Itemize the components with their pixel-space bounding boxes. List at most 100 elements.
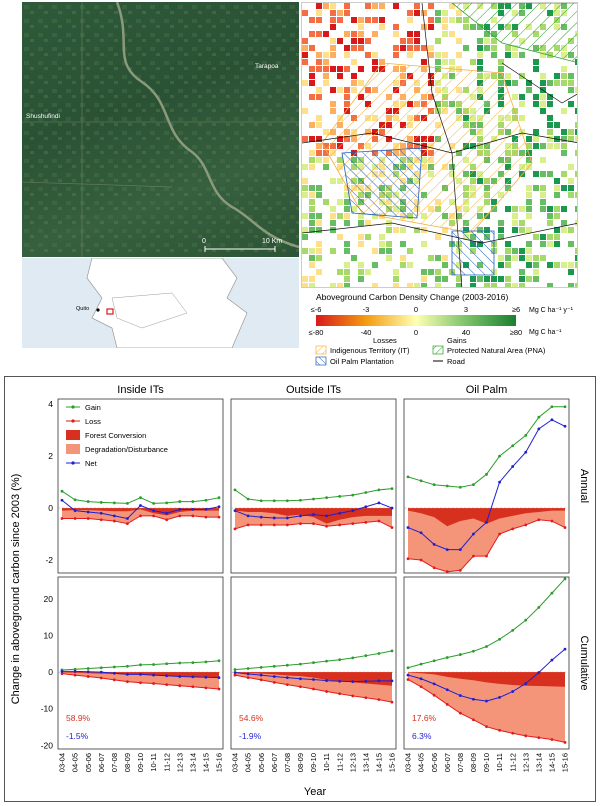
gain-point — [272, 499, 276, 503]
carbon-pixel — [365, 52, 371, 58]
carbon-pixel — [421, 276, 427, 282]
x-tick-label: 11-12 — [508, 753, 517, 772]
loss-point — [498, 532, 501, 536]
carbon-pixel — [337, 73, 343, 79]
carbon-pixel — [519, 248, 525, 254]
carbon-pixel — [323, 157, 329, 163]
carbon-pixel — [554, 122, 560, 128]
carbon-pixel — [414, 31, 420, 37]
carbon-pixel — [442, 10, 448, 16]
forest-conversion-area — [408, 508, 565, 527]
carbon-pixel — [365, 269, 371, 275]
carbon-pixel — [554, 143, 560, 149]
carbon-pixel — [533, 262, 539, 268]
carbon-pixel — [435, 276, 441, 282]
carbon-pixel — [533, 269, 539, 275]
x-tick-label: 12-13 — [521, 753, 530, 772]
carbon-pixel — [358, 213, 364, 219]
oil-palm-area-2 — [451, 230, 495, 276]
carbon-pixel — [547, 143, 553, 149]
net-point — [338, 511, 342, 515]
carbon-pixel — [533, 101, 539, 107]
carbon-pixel — [309, 164, 315, 170]
carbon-pixel — [330, 248, 336, 254]
x-tick-label: 15-16 — [561, 753, 570, 772]
carbon-pixel — [421, 269, 427, 275]
x-tick-label: 13-14 — [361, 753, 370, 772]
rate-unit: Mg C ha⁻¹ y⁻¹ — [529, 307, 574, 314]
carbon-pixel — [512, 206, 518, 212]
net-point — [445, 688, 449, 692]
gain-point — [86, 500, 90, 503]
carbon-pixel — [316, 220, 322, 226]
panel-cumulative-1: 54.6% -1.9% — [230, 576, 397, 750]
carbon-pixel — [519, 283, 525, 287]
carbon-pixel — [309, 262, 315, 268]
carbon-pixel — [351, 59, 357, 65]
carbon-pixel — [561, 150, 567, 156]
net-point — [299, 677, 302, 681]
carbon-pixel — [575, 255, 577, 261]
carbon-pixel — [533, 66, 539, 72]
x-tick-label: 11-12 — [162, 753, 171, 772]
carbon-pixel — [526, 199, 532, 205]
y-tick-label: -20 — [41, 740, 54, 750]
gain-point — [550, 405, 554, 409]
row-title: Cumulative — [578, 635, 590, 690]
carbon-pixel — [526, 262, 532, 268]
gain-point — [99, 500, 103, 504]
gain-point — [178, 661, 182, 665]
net-point — [126, 517, 129, 520]
carbon-pixel — [519, 276, 525, 282]
carbon-pixel — [435, 269, 441, 275]
net-point — [351, 509, 355, 513]
net-point — [246, 514, 250, 518]
net-point — [191, 675, 195, 679]
carbon-change-map — [301, 2, 578, 288]
carbon-pixel — [568, 227, 574, 233]
net-point — [73, 670, 77, 673]
carbon-pixel — [568, 283, 574, 287]
carbon-pixel — [407, 262, 413, 268]
loss-point — [537, 518, 541, 522]
carbon-pixel — [498, 59, 504, 65]
carbon-pixel — [428, 52, 434, 58]
gain-point — [458, 653, 462, 656]
gain-point — [285, 499, 289, 503]
carbon-pixel — [554, 206, 560, 212]
net-point — [524, 450, 528, 454]
gain-point — [445, 656, 449, 659]
loss-point — [191, 685, 195, 689]
carbon-pixel — [344, 66, 350, 72]
carbon-pixel — [316, 213, 322, 219]
total-tick-label: ≥80 — [510, 328, 522, 337]
carbon-pixel — [407, 10, 413, 16]
carbon-pixel — [449, 3, 455, 9]
loss-point — [406, 557, 410, 561]
y-tick-label: 4 — [48, 399, 53, 409]
scale-label-start: 0 — [202, 238, 206, 245]
carbon-pixel — [533, 59, 539, 65]
carbon-pixel — [498, 255, 504, 261]
loss-point — [390, 700, 394, 704]
gain-point — [550, 591, 554, 595]
carbon-pixel — [316, 241, 322, 247]
carbon-pixel — [442, 52, 448, 58]
rate-tick-label: 0 — [414, 305, 418, 314]
carbon-pixel — [547, 213, 553, 219]
carbon-pixel — [393, 31, 399, 37]
carbon-pixel — [302, 178, 308, 184]
carbon-pixel — [561, 66, 567, 72]
carbon-pixel — [568, 80, 574, 86]
loss-point — [432, 566, 436, 570]
carbon-pixel — [519, 206, 525, 212]
gain-point — [217, 659, 221, 663]
carbon-pixel — [400, 255, 406, 261]
carbon-pixel — [316, 192, 322, 198]
carbon-pixel — [540, 94, 546, 100]
net-point — [259, 515, 263, 519]
roads — [302, 3, 577, 287]
net-point — [498, 480, 501, 484]
carbon-pixel — [414, 3, 420, 9]
carbon-pixel — [435, 234, 441, 240]
